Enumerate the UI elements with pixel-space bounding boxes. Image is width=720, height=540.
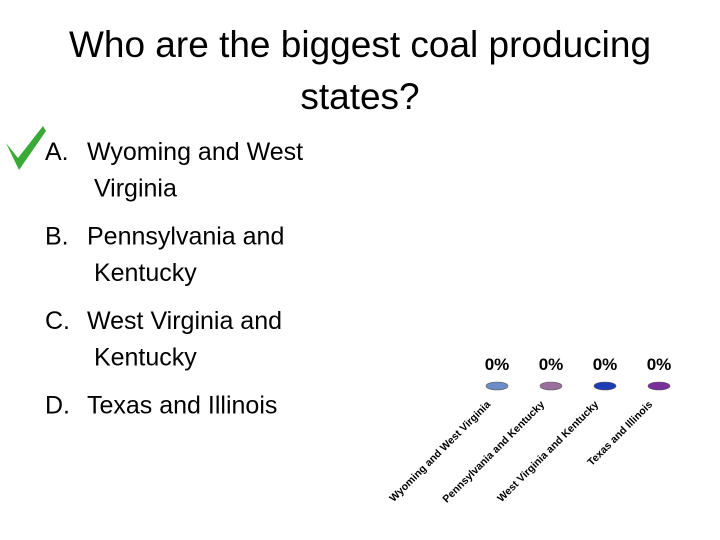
option-text-line: Wyoming and West [87, 138, 303, 166]
option-text-line: Texas and Illinois [87, 392, 277, 420]
value-label: 0% [647, 355, 672, 374]
category-label: Pennsylvania and Kentucky [440, 399, 547, 506]
option-letter: A. [45, 138, 69, 166]
option-text-line: Virginia [87, 175, 177, 203]
category-label: West Virginia and Kentucky [495, 399, 601, 505]
option-text: Pennsylvania and Kentucky [87, 223, 284, 288]
option-text: Wyoming and West Virginia [87, 138, 303, 203]
value-label: 0% [539, 355, 564, 374]
option-letter: C. [45, 307, 70, 335]
value-label: 0% [593, 355, 618, 374]
bar-cap [647, 381, 671, 391]
option-text-line: West Virginia and [87, 307, 282, 335]
option-letter: B. [45, 223, 69, 251]
option-text-line: Pennsylvania and [87, 223, 284, 251]
bar-cap [539, 381, 563, 391]
category-label: Wyoming and West Virginia [387, 399, 493, 505]
title-line: Who are the biggest coal producing [69, 24, 651, 65]
bar-cap [593, 381, 617, 391]
option-text-line: Kentucky [87, 344, 197, 372]
title-line: states? [300, 76, 419, 117]
option-letter: D. [45, 392, 70, 420]
value-label: 0% [485, 355, 510, 374]
option-text: West Virginia and Kentucky [87, 307, 282, 372]
option-text-line: Kentucky [87, 259, 197, 287]
checkmark [6, 126, 46, 170]
option-text: Texas and Illinois [87, 392, 277, 420]
bar-cap [485, 381, 509, 391]
